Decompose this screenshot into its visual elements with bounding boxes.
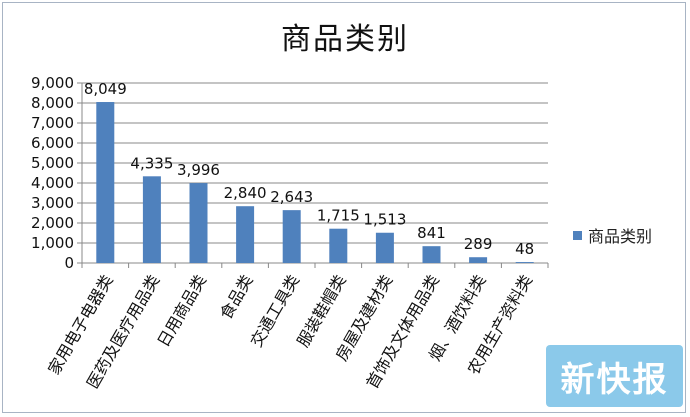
data-label: 1,513 — [363, 211, 406, 229]
legend-label: 商品类别 — [588, 227, 653, 246]
bar — [515, 262, 534, 263]
bar — [329, 228, 348, 263]
chart-title: 商品类别 — [281, 22, 409, 57]
bar — [189, 183, 208, 263]
watermark-text: 新快报 — [560, 359, 669, 400]
y-tick-label: 9,000 — [31, 74, 74, 92]
legend: 商品类别 — [573, 223, 652, 247]
y-tick-label: 0 — [64, 254, 74, 272]
data-label: 4,335 — [130, 154, 173, 172]
bar — [96, 102, 115, 264]
bar — [375, 232, 394, 263]
y-tick-label: 2,000 — [31, 214, 74, 232]
bar — [422, 246, 441, 263]
y-tick-label: 3,000 — [31, 194, 74, 212]
data-label: 1,715 — [317, 207, 360, 225]
watermark-logo: 新快报 — [546, 345, 683, 407]
data-label: 2,840 — [224, 184, 267, 202]
bar — [236, 206, 255, 263]
y-tick-label: 6,000 — [31, 134, 74, 152]
y-tick-label: 7,000 — [31, 114, 74, 132]
category-label: 食品类 — [216, 272, 256, 323]
bar — [142, 176, 161, 263]
data-label: 8,049 — [84, 80, 127, 98]
chart-frame — [2, 2, 686, 413]
y-tick-label: 8,000 — [31, 94, 74, 112]
y-tick-label: 4,000 — [31, 174, 74, 192]
data-label: 48 — [515, 240, 534, 258]
bar — [469, 257, 488, 263]
data-label: 3,996 — [177, 161, 220, 179]
y-tick-label: 1,000 — [31, 234, 74, 252]
y-tick-label: 5,000 — [31, 154, 74, 172]
bar — [282, 210, 301, 263]
data-label: 841 — [417, 224, 446, 242]
data-label: 289 — [464, 235, 493, 253]
legend-swatch — [573, 230, 582, 240]
data-label: 2,643 — [270, 188, 313, 206]
